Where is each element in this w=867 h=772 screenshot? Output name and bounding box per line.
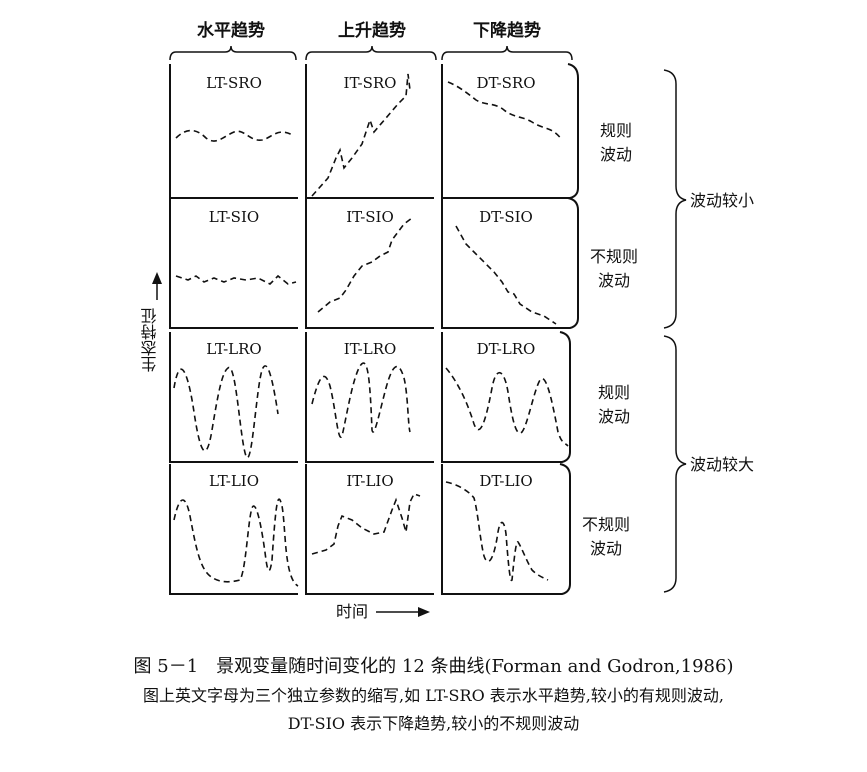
panel-label-dt-sio: DT-SIO [479, 208, 533, 226]
panel-label-lt-sio: LT-SIO [209, 208, 259, 226]
column-header-horizontal: 水平趋势 [197, 20, 265, 41]
curve-dt-sro [447, 81, 563, 141]
curve-it-sio [317, 217, 413, 313]
panel-label-lt-lio: LT-LIO [209, 472, 259, 490]
caption-note-line-1: 图上英文字母为三个独立参数的缩写,如 LT-SRO 表示水平趋势,较小的有规则波… [143, 686, 724, 705]
row-label-2-line-2: 波动 [598, 271, 630, 290]
caption-note-line-2: DT-SIO 表示下降趋势,较小的不规则波动 [287, 714, 580, 733]
row-label-3-line-2: 波动 [598, 407, 630, 426]
row-label-3-line-1: 规则 [598, 383, 630, 402]
time-series-diagram: 水平趋势 上升趋势 下降趋势 LT-SRO IT-SRO DT-SRO LT-S… [141, 20, 755, 621]
panel-label-dt-sro: DT-SRO [476, 74, 535, 92]
y-axis-arrow [152, 272, 162, 300]
row-label-4-line-1: 不规则 [582, 515, 630, 534]
x-axis-label: 时间 [336, 602, 368, 621]
curve-dt-lio [445, 481, 549, 582]
curve-dt-lro [445, 367, 569, 447]
curve-it-lio [311, 493, 421, 555]
panel-label-it-sro: IT-SRO [344, 74, 397, 92]
curve-dt-sio [455, 225, 557, 325]
row-label-1-line-1: 规则 [600, 121, 632, 140]
curve-lt-sio [175, 274, 297, 285]
x-axis-arrow [376, 607, 430, 617]
curve-it-sro [311, 73, 411, 197]
column-header-decreasing: 下降趋势 [473, 20, 541, 41]
panel-label-it-lio: IT-LIO [346, 472, 393, 490]
row-label-1-line-2: 波动 [600, 145, 632, 164]
group-braces [663, 69, 687, 593]
column-brackets [169, 45, 573, 61]
group-label-large: 波动较大 [690, 455, 754, 474]
curve-lt-lro [173, 365, 279, 459]
y-axis-label: 生态特征 [141, 308, 160, 372]
row-label-2-line-1: 不规则 [590, 247, 638, 266]
panel-label-it-lro: IT-LRO [344, 340, 397, 358]
panel-label-lt-sro: LT-SRO [206, 74, 262, 92]
column-header-increasing: 上升趋势 [338, 20, 406, 41]
caption-title: 图 5－1 景观变量随时间变化的 12 条曲线(Forman and Godro… [133, 656, 734, 677]
panel-frames [169, 63, 579, 595]
panel-label-lt-lro: LT-LRO [206, 340, 261, 358]
group-label-small: 波动较小 [690, 191, 754, 210]
panel-label-it-sio: IT-SIO [346, 208, 394, 226]
panel-label-dt-lro: DT-LRO [477, 340, 536, 358]
curve-lt-lio [173, 498, 299, 587]
row-label-4-line-2: 波动 [590, 539, 622, 558]
curve-it-lro [311, 362, 411, 438]
panel-label-dt-lio: DT-LIO [479, 472, 532, 490]
curve-lt-sro [175, 129, 295, 142]
